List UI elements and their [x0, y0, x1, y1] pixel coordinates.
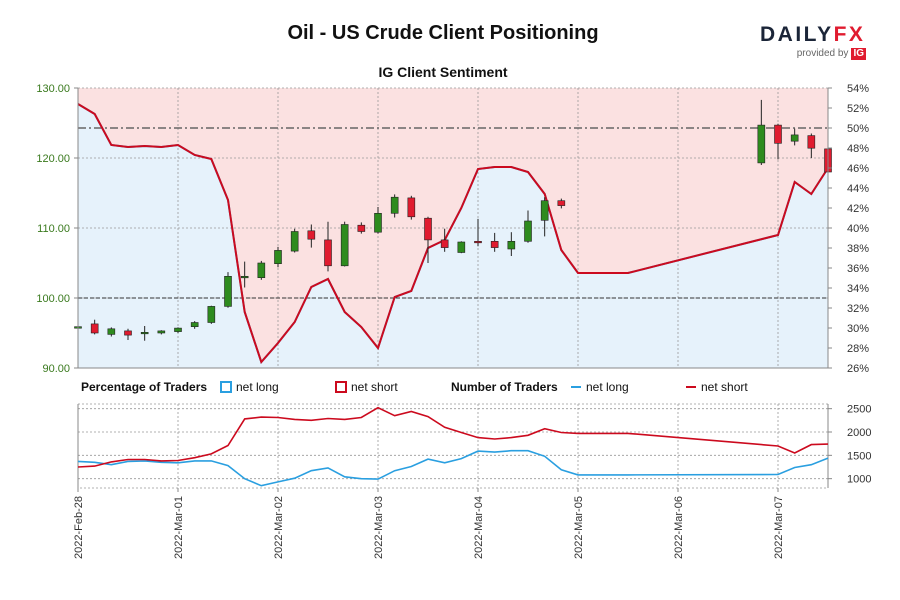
- brand-name-accent: FX: [833, 23, 866, 46]
- brand-name: DAILYFX: [760, 24, 866, 46]
- date-axis: 2022-Feb-28 2022-Mar-01 2022-Mar-02 2022-Ma…: [73, 488, 785, 559]
- percent-tick-label-10: 46%: [847, 163, 869, 175]
- candle-body-5: [157, 330, 166, 334]
- candle-body-21: [424, 217, 432, 241]
- percent-tick-label-3: 32%: [847, 303, 869, 315]
- percent-tick-label-7: 40%: [847, 223, 869, 235]
- legend-count-short-label: net short: [701, 380, 748, 394]
- count-tick-label-0: 1000: [847, 474, 871, 486]
- candle-body-26: [507, 241, 516, 250]
- candle-body-1: [90, 323, 99, 334]
- count-tick-label-3: 2500: [847, 404, 871, 416]
- candle-body-31: [774, 124, 782, 144]
- percent-tick-label-9: 44%: [847, 183, 869, 195]
- legend-net-short-label: net short: [351, 380, 398, 394]
- candle-body-2: [107, 328, 116, 335]
- candle-body-16: [340, 224, 349, 267]
- percent-tick-label-11: 48%: [847, 143, 869, 155]
- candle-body-13: [290, 231, 299, 252]
- date-label-3: 2022-Mar-03: [373, 496, 385, 559]
- candle-body-33: [807, 135, 816, 149]
- trader-count-short-line: [77, 406, 829, 468]
- chart-subtitle: IG Client Sentiment: [378, 64, 508, 80]
- legend-net-long-label: net long: [236, 380, 279, 394]
- candle-body-22: [440, 239, 449, 248]
- candle-body-9: [224, 275, 232, 307]
- chart-title: Oil - US Crude Client Positioning: [287, 22, 599, 44]
- candle-body-27: [524, 220, 532, 242]
- percent-tick-label-14: 54%: [847, 83, 869, 95]
- percent-tick-label-0: 26%: [847, 363, 869, 375]
- date-label-2: 2022-Mar-02: [273, 496, 285, 559]
- trader-count-panel: 1000 1500 2000 2500: [77, 403, 871, 489]
- candle-body-14: [307, 230, 316, 240]
- brand-tagline-text: provided by: [796, 48, 849, 59]
- percent-tick-label-6: 38%: [847, 243, 869, 255]
- date-label-0: 2022-Feb-28: [73, 496, 85, 559]
- candle-body-11: [257, 262, 266, 278]
- candle-body-6: [174, 327, 182, 332]
- candle-body-3: [124, 330, 132, 336]
- candle-body-15: [324, 239, 332, 267]
- candle-body-25: [490, 241, 499, 248]
- count-tick-label-2: 2000: [847, 427, 871, 439]
- brand-name-main: DAILY: [760, 23, 834, 46]
- candle-body-24: [474, 241, 482, 244]
- legend-net-short-swatch: [335, 381, 347, 393]
- brand-tagline: provided by IG: [760, 48, 866, 60]
- price-tick-label-3: 120.00: [36, 153, 70, 165]
- candle-body-7: [190, 322, 199, 327]
- date-label-4: 2022-Mar-04: [473, 496, 485, 559]
- candle-body-17: [357, 224, 366, 232]
- legend-number-heading: Number of Traders: [451, 380, 558, 394]
- candle-body-30: [757, 124, 766, 164]
- date-label-5: 2022-Mar-05: [573, 496, 585, 559]
- price-tick-label-2: 110.00: [37, 223, 70, 235]
- date-label-6: 2022-Mar-06: [673, 496, 685, 559]
- dailyfx-logo: DAILYFX provided by IG: [760, 24, 866, 60]
- percent-tick-label-2: 30%: [847, 323, 869, 335]
- ig-logo: IG: [851, 48, 866, 60]
- candle-body-4: [140, 331, 149, 335]
- price-tick-label-1: 100.00: [36, 293, 70, 305]
- date-label-1: 2022-Mar-01: [173, 496, 185, 559]
- percent-tick-label-13: 52%: [847, 103, 869, 115]
- net-short-area: [78, 88, 828, 362]
- trader-count-long-line: [77, 449, 829, 487]
- net-long-area: [78, 104, 828, 368]
- net-short-percent-line: [77, 103, 829, 364]
- legend-count-long-label: net long: [586, 380, 629, 394]
- legend-net-long-swatch: [220, 381, 232, 393]
- legend-percentage-heading: Percentage of Traders: [81, 380, 207, 394]
- candle-body-8: [207, 306, 216, 323]
- percent-tick-label-12: 50%: [847, 123, 869, 135]
- legend: Percentage of Traders net long net short…: [81, 380, 748, 394]
- candle-body-29: [557, 200, 566, 206]
- candle-body-18: [374, 213, 382, 233]
- candle-body-10: [240, 275, 249, 279]
- candle-body-28: [540, 200, 549, 221]
- date-label-7: 2022-Mar-07: [773, 496, 785, 559]
- candle-body-32: [790, 134, 799, 142]
- percent-tick-label-5: 36%: [847, 263, 869, 275]
- percent-tick-label-4: 34%: [847, 283, 869, 295]
- candle-body-12: [274, 250, 282, 264]
- count-tick-label-1: 1500: [847, 450, 871, 462]
- price-tick-label-4: 130.00: [36, 83, 70, 95]
- candle-body-20: [407, 197, 416, 218]
- candle-body-19: [390, 196, 399, 214]
- price-sentiment-panel: 90.00 100.00 110.00 120.00 130.00 26% 28% 30% 32…: [36, 83, 869, 375]
- price-tick-label-0: 90.00: [42, 363, 70, 375]
- candle-body-23: [457, 241, 466, 253]
- percent-tick-label-1: 28%: [847, 343, 869, 355]
- percent-tick-label-8: 42%: [847, 203, 869, 215]
